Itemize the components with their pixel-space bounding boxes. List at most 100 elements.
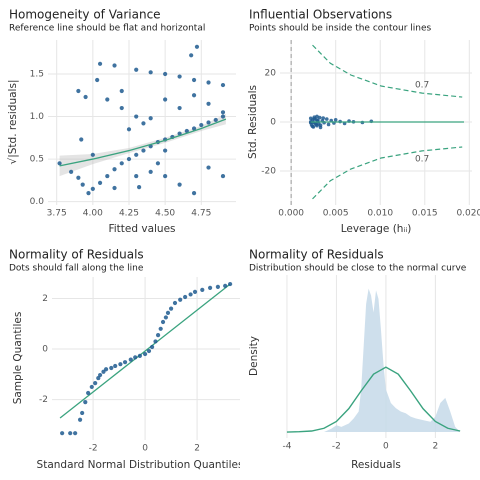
point (137, 353, 142, 358)
panel-subtitle: Dots should fall along the line (9, 264, 144, 274)
point (68, 431, 73, 436)
x-tick-label: 4.25 (119, 209, 139, 219)
point (90, 186, 95, 191)
point (207, 285, 213, 290)
x-axis-label: Residuals (351, 459, 401, 471)
point (83, 399, 88, 405)
point (80, 182, 85, 187)
x-axis-label: Leverage (hᵢᵢ) (341, 223, 412, 235)
point (89, 384, 94, 390)
contour-label: 0.7 (415, 81, 429, 91)
point (220, 114, 226, 119)
point (206, 101, 211, 106)
point (148, 116, 153, 121)
x-tick-label: 2 (194, 444, 200, 454)
point (141, 121, 146, 126)
point (158, 326, 163, 331)
x-tick-label: 0.005 (323, 209, 349, 219)
point (191, 93, 197, 98)
point (178, 297, 183, 302)
point (146, 348, 152, 354)
point (90, 152, 95, 157)
point (177, 105, 182, 111)
point (155, 161, 161, 166)
point (160, 319, 166, 325)
point (73, 431, 78, 436)
point (215, 284, 220, 289)
point (109, 365, 114, 371)
point (220, 173, 226, 179)
panel-title: Normality of Residuals (9, 248, 144, 262)
point (79, 137, 84, 142)
point (60, 431, 65, 436)
point (163, 148, 168, 153)
x-tick-label: -4 (282, 442, 291, 452)
point (137, 185, 142, 190)
point (189, 53, 194, 58)
point (165, 310, 171, 315)
point (77, 417, 83, 422)
panel-title: Normality of Residuals (249, 248, 384, 262)
point (184, 128, 189, 134)
point (312, 117, 317, 121)
point (126, 156, 132, 162)
y-tick-label: 1.5 (30, 70, 44, 80)
point (86, 390, 91, 396)
point (95, 77, 100, 83)
point (228, 281, 233, 287)
y-axis-label: √|Std. residuals| (7, 80, 19, 165)
contour-line (312, 146, 463, 200)
point (118, 362, 123, 367)
point (134, 67, 139, 72)
point (163, 315, 168, 320)
x-tick-label: 0.010 (367, 209, 393, 219)
point (155, 333, 161, 338)
point (98, 372, 103, 378)
point (112, 167, 117, 172)
point (93, 381, 98, 386)
panel: Normality of Residuals Distribution shoul… (248, 248, 467, 472)
point (177, 74, 182, 79)
point (206, 80, 211, 85)
point (101, 369, 106, 374)
point (317, 115, 322, 120)
x-tick-label: 0 (383, 442, 389, 452)
point (80, 410, 85, 416)
point (213, 117, 218, 123)
y-tick-label: -2 (39, 395, 48, 405)
x-axis-label: Standard Normal Distribution Quantiles (37, 459, 244, 471)
point (134, 114, 139, 119)
point (163, 173, 168, 179)
point (316, 118, 320, 123)
point (134, 152, 139, 157)
point (105, 173, 110, 179)
point (112, 185, 117, 191)
x-tick-label: 4.75 (191, 209, 211, 219)
y-tick-label: 0.0 (30, 197, 45, 207)
point (206, 120, 211, 125)
x-tick-label: 0.015 (412, 209, 438, 219)
point (324, 117, 329, 121)
point (199, 122, 204, 128)
point (191, 126, 197, 131)
point (150, 344, 155, 350)
point (168, 306, 174, 311)
point (192, 289, 198, 295)
panel: Normality of Residuals Dots should fall a… (9, 248, 244, 471)
point (191, 190, 197, 196)
point (119, 105, 124, 111)
x-tick-label: 4.00 (83, 209, 103, 219)
x-tick-label: 2 (433, 442, 439, 452)
x-tick-label: 0.020 (456, 209, 480, 219)
point (96, 375, 101, 381)
confidence-band (59, 113, 226, 177)
point (69, 169, 74, 174)
point (57, 161, 62, 166)
x-tick-label: 3.75 (47, 209, 67, 219)
point (183, 294, 188, 300)
y-axis-label: Std. Residuals (247, 85, 259, 159)
point (105, 97, 110, 102)
fit-line (59, 118, 227, 167)
point (220, 110, 226, 115)
